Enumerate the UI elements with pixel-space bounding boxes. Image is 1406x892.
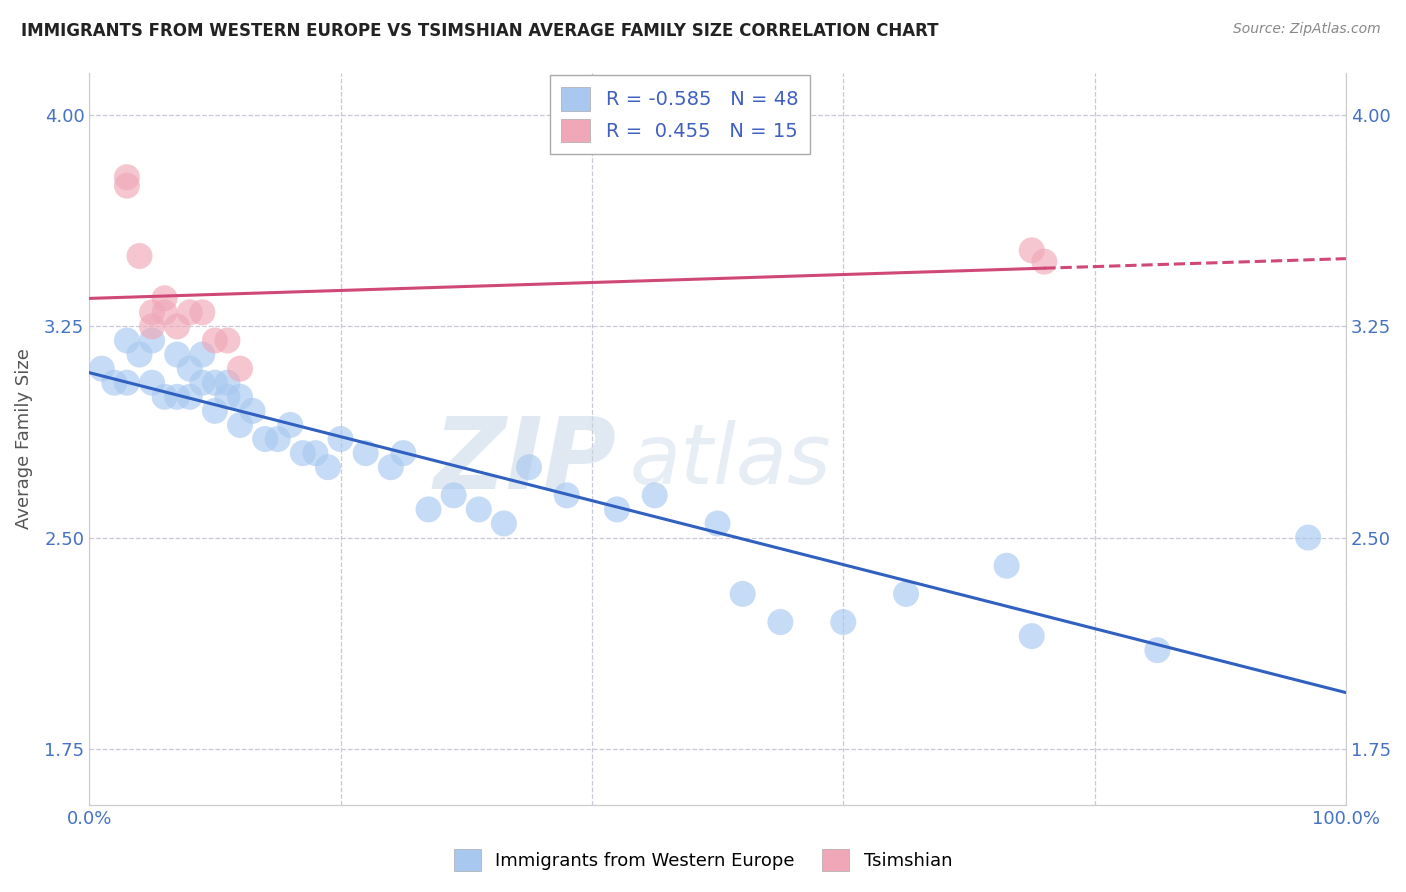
Point (995, 558, 1018, 573)
Point (229, 417, 252, 432)
Point (115, 170, 138, 185)
Point (278, 417, 301, 432)
Point (380, 460, 402, 475)
Point (115, 334, 138, 348)
Point (141, 305, 163, 319)
Point (418, 502, 440, 516)
Point (166, 319, 188, 334)
Point (316, 460, 339, 475)
Point (894, 587, 917, 601)
Point (141, 376, 163, 390)
Point (204, 376, 226, 390)
Point (392, 446, 415, 460)
Point (468, 502, 491, 516)
Point (254, 432, 277, 446)
Point (191, 305, 214, 319)
Point (115, 376, 138, 390)
Point (329, 432, 352, 446)
Point (731, 587, 754, 601)
Point (153, 305, 176, 319)
Point (229, 390, 252, 404)
Point (191, 376, 214, 390)
Point (706, 516, 728, 531)
Point (204, 334, 226, 348)
Point (166, 390, 188, 404)
Point (1021, 629, 1043, 643)
Point (103, 376, 125, 390)
Point (832, 615, 855, 629)
Y-axis label: Average Family Size: Average Family Size (15, 349, 32, 530)
Text: Source: ZipAtlas.com: Source: ZipAtlas.com (1233, 22, 1381, 37)
Point (644, 488, 666, 502)
Point (141, 334, 163, 348)
Point (1296, 531, 1319, 545)
Point (153, 390, 176, 404)
Point (90, 361, 112, 376)
Legend: R = -0.585   N = 48, R =  0.455   N = 15: R = -0.585 N = 48, R = 0.455 N = 15 (550, 76, 810, 154)
Point (204, 404, 226, 418)
Point (555, 488, 578, 502)
Point (128, 249, 150, 263)
Point (115, 178, 138, 193)
Text: atlas: atlas (630, 420, 831, 501)
Point (217, 376, 239, 390)
Legend: Immigrants from Western Europe, Tsimshian: Immigrants from Western Europe, Tsimshia… (447, 842, 959, 879)
Point (1021, 244, 1043, 258)
Point (179, 305, 201, 319)
Point (191, 347, 214, 361)
Point (606, 502, 628, 516)
Point (291, 446, 314, 460)
Point (229, 361, 252, 376)
Point (443, 488, 465, 502)
Point (217, 390, 239, 404)
Point (492, 516, 515, 531)
Point (517, 460, 540, 475)
Point (141, 319, 163, 334)
Point (304, 446, 326, 460)
Text: IMMIGRANTS FROM WESTERN EUROPE VS TSIMSHIAN AVERAGE FAMILY SIZE CORRELATION CHAR: IMMIGRANTS FROM WESTERN EUROPE VS TSIMSH… (21, 22, 939, 40)
Point (769, 615, 792, 629)
Point (1033, 254, 1056, 268)
Point (1146, 643, 1168, 657)
Point (179, 390, 201, 404)
Point (354, 446, 377, 460)
Point (153, 291, 176, 305)
Point (217, 334, 239, 348)
Point (242, 404, 264, 418)
Point (166, 347, 188, 361)
Point (179, 361, 201, 376)
Text: ZIP: ZIP (434, 412, 617, 509)
Point (267, 432, 290, 446)
Point (128, 347, 150, 361)
